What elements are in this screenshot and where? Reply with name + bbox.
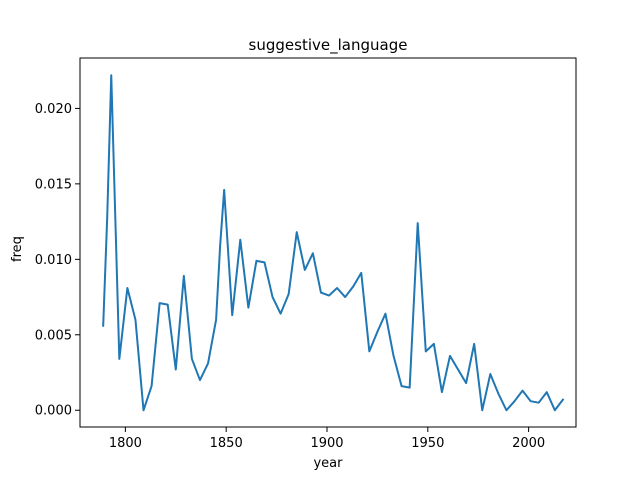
x-tick-label: 1950 — [411, 436, 444, 451]
x-tick-label: 1900 — [310, 436, 343, 451]
x-axis-ticks: 1800 1850 1900 1950 2000 — [109, 427, 545, 451]
x-tick-label: 2000 — [512, 436, 545, 451]
x-tick-label: 1850 — [210, 436, 243, 451]
y-axis-ticks: 0.000 0.005 0.010 0.015 0.020 — [35, 102, 80, 419]
y-tick-label: 0.010 — [35, 253, 72, 268]
y-tick-label: 0.005 — [35, 328, 72, 343]
x-tick-label: 1800 — [109, 436, 142, 451]
chart-title: suggestive_language — [249, 36, 408, 55]
x-axis-label: year — [313, 456, 343, 471]
y-axis-label: freq — [10, 236, 25, 262]
y-tick-label: 0.015 — [35, 177, 72, 192]
y-tick-label: 0.020 — [35, 102, 72, 117]
y-tick-label: 0.000 — [35, 404, 72, 419]
plot-frame — [79, 57, 577, 428]
plot-area — [79, 57, 577, 428]
series-line-0 — [102, 74, 565, 412]
